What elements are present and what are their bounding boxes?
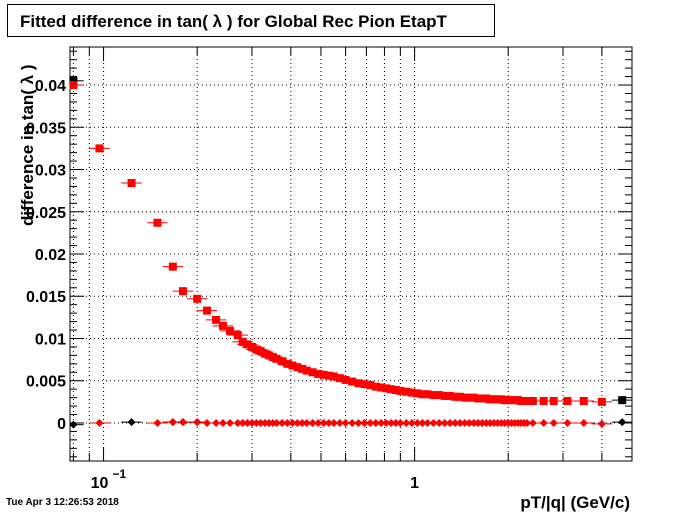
data-point-square — [360, 380, 369, 389]
data-point-square — [178, 287, 187, 296]
data-point-diamond — [95, 418, 104, 427]
data-point-diamond — [528, 418, 537, 427]
data-point-square — [377, 383, 386, 392]
y-tick-label: 0.025 — [26, 205, 66, 222]
data-point-square — [319, 370, 328, 379]
data-point-diamond — [127, 418, 136, 427]
data-point-diamond — [153, 418, 162, 427]
data-point-square — [302, 366, 311, 375]
y-tick-label: 0.005 — [26, 374, 66, 391]
data-point-square — [314, 369, 323, 378]
data-point-square — [256, 347, 265, 356]
data-point-square — [218, 321, 227, 330]
title-box: Fitted difference in tan( λ ) for Global… — [7, 4, 495, 37]
x-tick-label: 10 — [91, 475, 109, 492]
data-point-square — [528, 397, 537, 406]
y-tick-label: 0.01 — [35, 331, 66, 348]
tick-labels: 0 0.005 0.01 0.015 0.02 0.025 0.03 0.035 0.04 10−… — [26, 78, 419, 492]
data-point-square — [243, 340, 252, 349]
data-point-square — [413, 389, 422, 398]
data-point-square — [329, 372, 338, 381]
data-point-square — [193, 294, 202, 303]
data-point-square — [354, 379, 363, 388]
data-point-square — [407, 388, 416, 397]
data-point-square — [272, 354, 281, 363]
data-point-square — [260, 349, 269, 358]
data-point-square — [288, 361, 297, 370]
grid-lines — [70, 47, 633, 461]
data-point-square — [233, 331, 242, 340]
data-point-diamond — [618, 418, 627, 427]
data-point-diamond — [597, 419, 606, 428]
y-tick-label: 0.02 — [35, 247, 66, 264]
data-point-square — [402, 387, 411, 396]
data-point-square — [423, 390, 432, 399]
data-point-square — [396, 386, 405, 395]
data-point-square — [212, 315, 221, 324]
data-point-square — [127, 179, 136, 188]
data-point-square — [324, 371, 333, 380]
data-point-square — [252, 345, 261, 354]
data-point-diamond — [193, 418, 202, 427]
data-point-square — [382, 384, 391, 393]
data-point-square — [391, 386, 400, 395]
x-tick-exponent: −1 — [113, 467, 127, 481]
data-point-square — [549, 397, 558, 406]
data-point-diamond — [563, 418, 572, 427]
data-point-square — [366, 380, 375, 389]
data-point-square — [298, 364, 307, 373]
data-point-square — [283, 359, 292, 368]
data-point-diamond — [178, 418, 187, 427]
y-tick-label: 0.035 — [26, 120, 66, 137]
x-tick-label: 1 — [410, 475, 419, 492]
data-point-square — [563, 397, 572, 406]
data-point-diamond — [549, 418, 558, 427]
data-point-square — [335, 374, 344, 383]
data-points — [69, 76, 632, 429]
data-point-square — [153, 218, 162, 227]
x-axis-label: pT/|q| (GeV/c) — [520, 493, 630, 512]
data-point-square — [618, 396, 627, 405]
data-point-square — [202, 306, 211, 315]
data-point-square — [456, 392, 465, 401]
data-point-square — [469, 393, 478, 402]
data-point-square — [341, 375, 350, 384]
data-point-square — [247, 342, 256, 351]
data-point-square — [435, 391, 444, 400]
y-tick-label: 0.04 — [35, 78, 66, 95]
data-point-square — [168, 262, 177, 271]
timestamp: Tue Apr 3 12:26:53 2018 — [6, 497, 119, 508]
data-point-square — [446, 391, 455, 400]
chart-title: Fitted difference in tan( λ ) for Global… — [20, 12, 447, 31]
data-point-diamond — [579, 418, 588, 427]
data-point-square — [69, 76, 78, 85]
data-point-square — [371, 382, 380, 391]
data-point-square — [308, 368, 317, 377]
y-tick-label: 0.015 — [26, 289, 66, 306]
data-point-square — [387, 385, 396, 394]
data-point-diamond — [69, 420, 78, 429]
data-point-square — [226, 326, 235, 335]
data-point-square — [238, 337, 247, 346]
data-point-square — [579, 397, 588, 406]
data-point-square — [95, 144, 104, 153]
data-point-square — [348, 377, 357, 386]
y-tick-label: 0.03 — [35, 163, 66, 180]
y-axis-label: difference in tan( λ ) — [18, 64, 37, 226]
data-point-square — [597, 397, 606, 406]
y-tick-label: 0 — [57, 416, 66, 433]
data-point-square — [278, 357, 287, 366]
data-point-square — [293, 363, 302, 372]
data-point-square — [69, 81, 78, 90]
